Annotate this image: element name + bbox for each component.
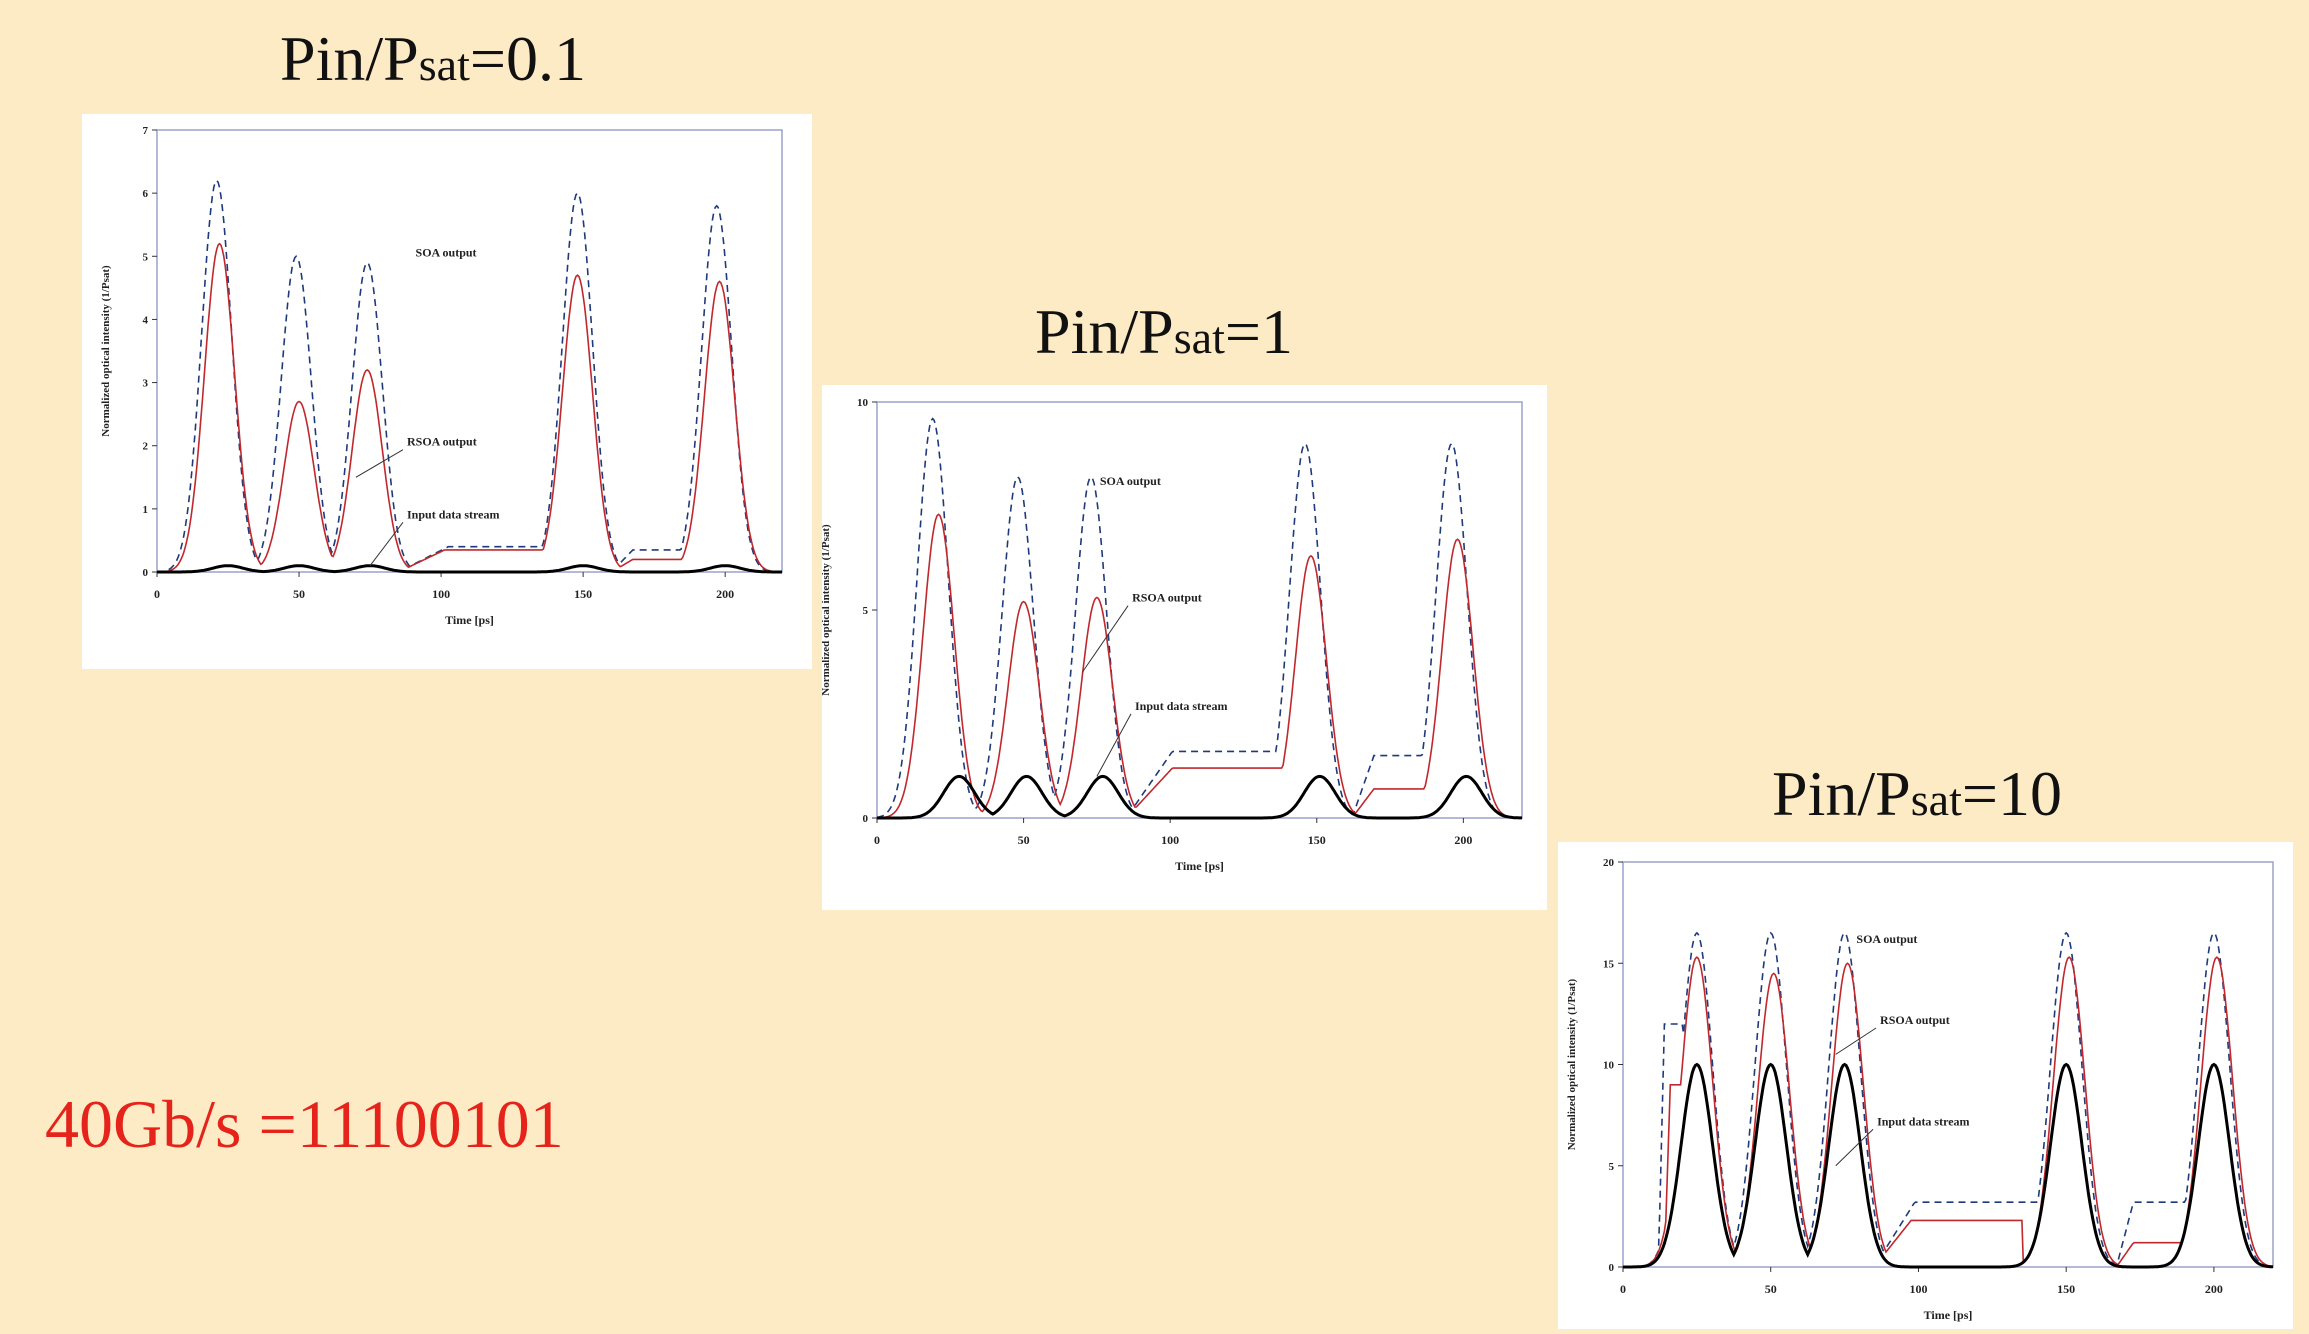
y-tick-label: 10 [857,397,869,409]
annotation-label: Input data stream [1877,1114,1969,1128]
chart-panel-3: 0 5 10 15 20 0 50 100 150 200 Time [ps] Normalized … [1558,842,2293,1329]
y-tick-label: 7 [143,125,149,137]
y-tick-label: 1 [143,504,149,516]
series-line-rsoa-output [876,513,1522,819]
y-tick-label: 0 [143,567,149,579]
annotation-label: Input data stream [407,507,499,521]
series-line-input-data-stream [1623,1062,2273,1269]
y-tick-label: 2 [143,441,149,453]
y-axis-label: Normalized optical intensity (1/Psat) [1566,978,1578,1150]
series-line-soa-output [876,417,1522,819]
series-line-rsoa-output [1623,956,2274,1268]
x-tick-label: 100 [1909,1282,1927,1296]
y-tick-label: 15 [1603,958,1615,970]
series-line-input-data-stream [157,564,782,574]
series-line-input-data-stream [877,774,1522,820]
x-tick-label: 50 [293,587,305,601]
bitrate-label: 40Gb/s =11100101 [45,1086,564,1162]
series-line-soa-output [157,179,782,573]
annotation-label: SOA output [416,245,477,259]
chart-panel-2: 0 5 10 0 50 100 150 200 Time [ps] Normalized opti… [820,385,1547,910]
y-tick-label: 5 [1609,1161,1615,1173]
chart-3-title: Pin/Psat=10 [1772,758,2062,829]
x-tick-label: 50 [1765,1282,1777,1296]
x-tick-label: 100 [432,587,450,601]
series-line-rsoa-output [157,242,782,573]
x-tick-label: 150 [2057,1282,2075,1296]
annotation-label: Input data stream [1135,699,1227,713]
x-tick-label: 0 [154,587,160,601]
annotation-arrow [355,449,404,478]
annotation-arrow [1081,605,1129,673]
y-tick-label: 0 [863,813,869,825]
annotation-label: RSOA output [1880,1013,1950,1027]
x-tick-label: 200 [2205,1282,2223,1296]
series-line-soa-output [1623,931,2274,1268]
x-tick-label: 0 [1620,1282,1626,1296]
chart-1-title: Pin/Psat=0.1 [280,23,586,94]
x-axis-label: Time [ps] [1924,1308,1973,1322]
x-tick-label: 100 [1161,833,1179,847]
y-axis-label: Normalized optical intensity (1/Psat) [100,265,112,437]
annotation-arrow [1096,713,1132,777]
y-tick-label: 6 [143,188,149,200]
x-tick-label: 200 [1454,833,1472,847]
annotation-arrow [1835,1027,1877,1055]
y-tick-label: 10 [1603,1060,1615,1072]
annotation-label: SOA output [1100,474,1161,488]
annotation-label: RSOA output [407,435,477,449]
x-tick-label: 150 [1308,833,1326,847]
annotation-label: SOA output [1856,932,1917,946]
x-axis-label: Time [ps] [1175,859,1224,873]
y-tick-label: 5 [143,251,149,263]
y-tick-label: 20 [1603,857,1615,869]
annotation-arrow [369,522,404,566]
annotation-label: RSOA output [1132,591,1202,605]
y-tick-label: 0 [1609,1262,1615,1274]
y-tick-label: 5 [863,605,869,617]
chart-2-title: Pin/Psat=1 [1035,296,1293,367]
x-tick-label: 150 [574,587,592,601]
y-tick-label: 4 [143,314,149,326]
chart-panel-1: 0 1 2 3 4 5 6 7 0 50 100 150 200 Time [ps] Normalized … [82,114,812,669]
x-tick-label: 50 [1018,833,1030,847]
plot-frame [876,401,1523,819]
x-tick-label: 0 [874,833,880,847]
y-axis-label: Normalized optical intensity (1/Psat) [822,524,832,696]
annotation-arrow [1835,1128,1874,1167]
x-tick-label: 200 [716,587,734,601]
y-tick-label: 3 [143,378,149,390]
chart-1-svg: 0 1 2 3 4 5 6 7 0 50 100 150 200 Time [ps] Normalized … [100,125,783,627]
x-axis-label: Time [ps] [445,613,494,627]
